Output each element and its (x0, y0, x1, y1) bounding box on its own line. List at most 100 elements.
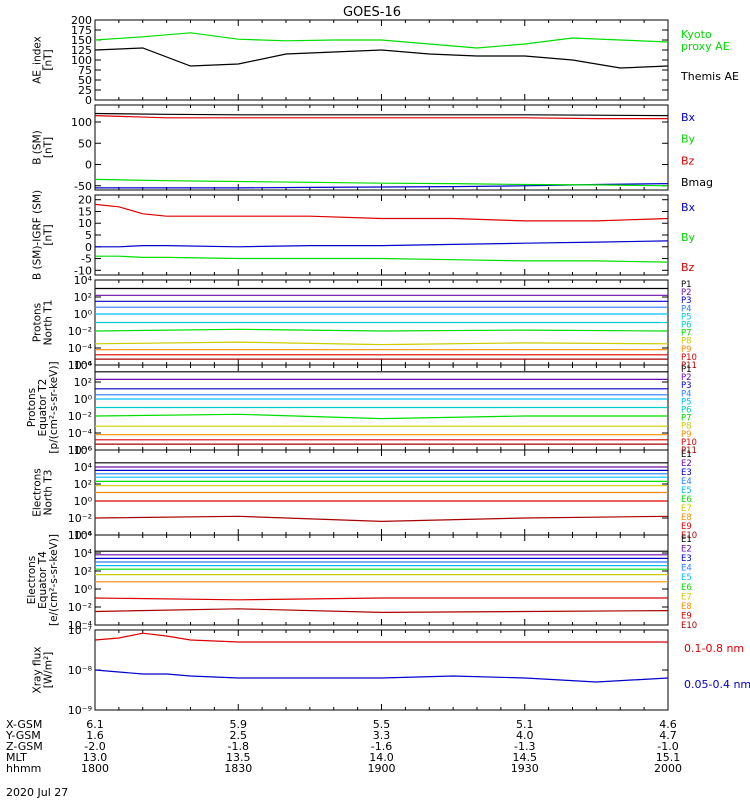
y-tick-label: 50 (78, 137, 92, 150)
legend-item: P6 (681, 406, 692, 416)
legend-item: E9 (681, 611, 692, 621)
y-tick-label: 125 (71, 44, 92, 57)
x-tick-label: 4.6 (659, 718, 677, 731)
y-axis-label: B (SM)-IGRF (SM) (32, 190, 44, 280)
legend-item: P5 (681, 397, 692, 407)
y-axis-label: Protons (32, 303, 44, 342)
series-e10 (94, 608, 669, 614)
x-tick-label: -1.3 (514, 740, 535, 753)
x-tick-label: 5.9 (230, 718, 248, 731)
legend-item: P2 (681, 288, 692, 298)
x-tick-label: 14.0 (369, 751, 394, 764)
x-tick-label: 15.1 (656, 751, 681, 764)
series-by (95, 255, 669, 263)
legend-item: E2 (681, 459, 692, 469)
legend-item: 0.05-0.4 nm (684, 678, 750, 691)
y-axis-label: [p/(cm²-s-sr-keV)] (48, 361, 60, 453)
y-tick-label: 0 (85, 241, 92, 254)
series-bx (95, 240, 669, 248)
legend-item: P2 (681, 373, 692, 383)
panel-frame (94, 19, 669, 101)
series-0-1-0-8-nm (94, 632, 668, 643)
y-tick-label: 75 (78, 64, 92, 77)
legend-item: P6 (681, 321, 692, 331)
y-tick-label: 10⁻² (68, 410, 92, 423)
legend-item: Bx (681, 201, 696, 214)
legend-item: E7 (681, 592, 692, 602)
x-tick-label: 1.6 (86, 729, 104, 742)
legend-item: P9 (681, 345, 692, 355)
legend-item: P10 (681, 353, 697, 363)
panel-frame (94, 194, 669, 276)
y-tick-label: 10⁻⁴ (68, 619, 93, 632)
legend-item: P7 (681, 329, 692, 339)
y-tick-label: 20 (78, 194, 92, 207)
y-tick-label: 10⁰ (74, 308, 93, 321)
legend-item: E7 (681, 504, 692, 514)
legend-item: E3 (681, 554, 692, 564)
legend-item: E1 (681, 450, 692, 460)
y-tick-label: 10⁻⁸ (68, 664, 93, 677)
series-0-05-0-4-nm (94, 669, 669, 683)
legend-item: P8 (681, 422, 692, 432)
legend-item: P3 (681, 381, 692, 391)
series-bz (94, 203, 669, 222)
x-tick-label: 5.5 (373, 718, 391, 731)
y-tick-label: 10⁴ (74, 359, 93, 372)
x-tick-label: 2.5 (230, 729, 248, 742)
series-by (94, 178, 669, 187)
x-tick-label: 1930 (511, 762, 539, 775)
legend-item: proxy AE (681, 40, 730, 53)
panel-7: 10⁻⁴ 10⁻² 10⁰ 10² 10⁴ 10⁶ Electrons Equator T4[… (26, 529, 697, 632)
y-tick-label: 10⁶ (74, 529, 93, 542)
legend-item: P10 (681, 438, 697, 448)
legend-item: By (681, 231, 696, 244)
x-tick-label: 13.0 (83, 751, 108, 764)
y-tick-label: 15 (78, 205, 92, 218)
y-tick-label: 10⁰ (74, 393, 93, 406)
x-row-label: hhmm (6, 762, 41, 775)
panel-2: -50 0 50 100 B (SM) [nT] Bx By Bz Bmag (32, 104, 713, 193)
y-tick-label: 200 (71, 14, 92, 27)
x-tick-label: 5.1 (516, 718, 534, 731)
x-tick-label: 4.7 (659, 729, 677, 742)
y-axis-label: North T1 (43, 300, 55, 346)
x-row-label: Z-GSM (6, 740, 43, 753)
legend-item: E4 (681, 564, 692, 574)
y-tick-label: 175 (71, 24, 92, 37)
y-tick-label: 10⁴ (74, 461, 93, 474)
legend-item: P1 (681, 280, 692, 290)
y-tick-label: 10⁻⁹ (68, 704, 92, 717)
y-axis-label: [nT] (43, 49, 55, 70)
series-bmag (94, 112, 669, 117)
y-tick-label: 10⁶ (74, 444, 93, 457)
x-tick-label: 1800 (81, 762, 109, 775)
legend-item: E3 (681, 468, 692, 478)
legend-item: P11 (681, 361, 697, 371)
legend-item: E10 (681, 531, 697, 541)
x-row-label: Y-GSM (5, 729, 41, 742)
legend-item: P4 (681, 389, 692, 399)
y-tick-label: 10⁻⁴ (68, 427, 93, 440)
y-tick-label: 10⁻⁴ (68, 342, 93, 355)
legend-item: 0.1-0.8 nm (684, 642, 744, 655)
y-tick-label: -50 (74, 180, 92, 193)
y-axis-label: Equator T4 (37, 551, 49, 609)
y-axis-label: Xray flux (32, 647, 44, 694)
series-kyoto-proxy-ae (94, 32, 669, 49)
legend-item: P11 (681, 446, 697, 456)
y-tick-label: -5 (81, 253, 92, 266)
x-tick-label: -1.0 (657, 740, 678, 753)
x-tick-label: -2.0 (84, 740, 105, 753)
x-tick-label: 14.5 (513, 751, 538, 764)
legend-item: Bz (681, 261, 695, 274)
y-axis-label: Electrons (26, 556, 38, 605)
y-tick-label: 10⁻⁴ (68, 529, 93, 542)
legend-item: P8 (681, 337, 692, 347)
x-tick-label: 6.1 (86, 718, 104, 731)
legend-item: Bx (681, 111, 696, 124)
plot-title: GOES-16 (343, 5, 401, 20)
